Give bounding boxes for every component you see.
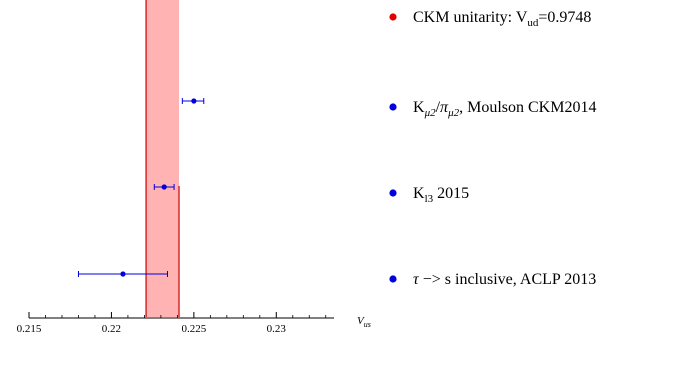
legend-label: Kμ2/πμ2, Moulson CKM2014: [413, 99, 596, 119]
point-kmu2: [181, 98, 205, 104]
x-tick-label: 0.22: [102, 323, 121, 335]
x-tick-label: 0.215: [17, 323, 42, 335]
legend-entry-band: CKM unitarity: Vud=0.9748: [389, 9, 591, 29]
legend-marker: [389, 13, 397, 21]
x-tick-label: 0.23: [267, 323, 287, 335]
legend: CKM unitarity: Vud=0.9748 Kμ2/πμ2, Moulso…: [389, 9, 596, 288]
legend-marker: [389, 275, 397, 283]
legend-entry-kmu2: Kμ2/πμ2, Moulson CKM2014: [389, 99, 596, 119]
data-point: [161, 184, 167, 190]
band-layer: [145, 0, 180, 317]
ckm-band-fill: [146, 0, 180, 317]
x-axis-label: Vus: [357, 315, 371, 329]
legend-entry-tau: τ −> s inclusive, ACLP 2013: [389, 271, 596, 288]
data-points: [77, 98, 205, 277]
legend-label: τ −> s inclusive, ACLP 2013: [413, 271, 596, 288]
point-kl3: [153, 184, 175, 190]
x-tick-label: 0.225: [181, 323, 206, 335]
legend-label: Kl3 2015: [413, 185, 469, 205]
data-point: [191, 98, 197, 104]
data-point: [120, 271, 126, 277]
legend-label: CKM unitarity: Vud=0.9748: [413, 9, 591, 29]
legend-marker: [389, 189, 397, 197]
legend-entry-kl3: Kl3 2015: [389, 185, 469, 205]
point-tau: [77, 271, 168, 277]
legend-marker: [389, 103, 397, 111]
x-axis: 0.215 0.22 0.225 0.23 Vus: [17, 312, 371, 335]
